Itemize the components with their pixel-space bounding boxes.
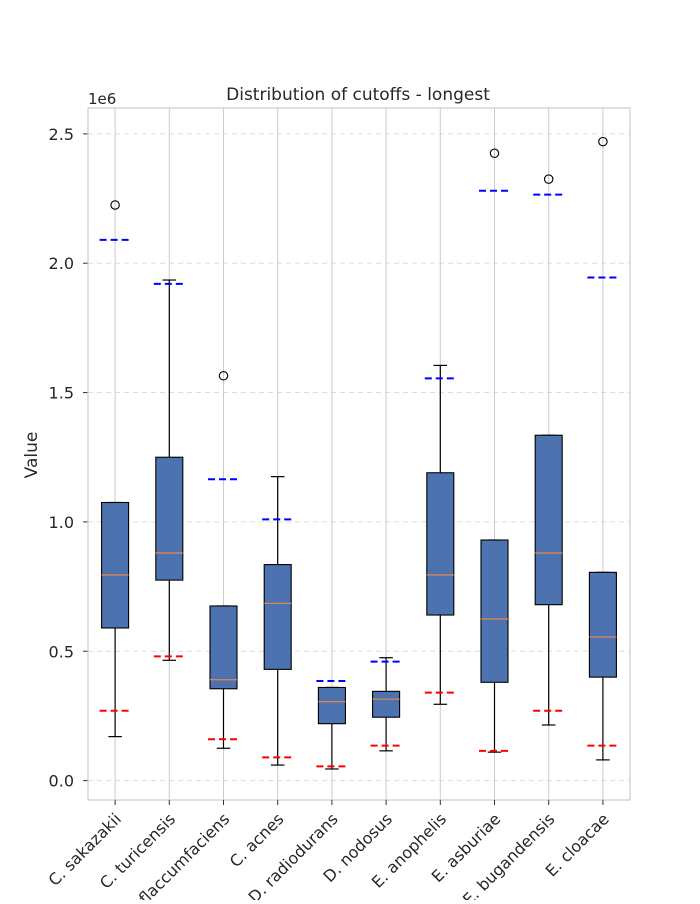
outlier-point: [218, 370, 229, 381]
outlier-point: [110, 200, 120, 210]
iqr-box: [209, 605, 238, 690]
iqr-box: [372, 690, 401, 718]
box-group: [208, 370, 239, 749]
box-group: [479, 148, 510, 753]
y-axis-multiplier: 1e6: [88, 90, 116, 108]
y-tick-label: 2.0: [49, 254, 74, 273]
box-group: [370, 657, 402, 752]
box-group: [424, 364, 456, 705]
box-group: [262, 476, 294, 766]
iqr-box: [101, 501, 130, 629]
box-group: [316, 680, 348, 770]
y-tick-label: 0.0: [49, 772, 74, 791]
box-group: [153, 279, 185, 661]
y-axis-label: Value: [22, 432, 42, 479]
outlier-point: [598, 136, 608, 147]
plot-frame: [87, 107, 631, 801]
y-tick-label: 1.0: [49, 513, 74, 532]
iqr-box: [155, 456, 184, 581]
x-tick-label: E. bugandensis: [459, 809, 559, 900]
chart-title: Distribution of cutoffs - longest: [226, 85, 490, 105]
outlier-point: [489, 148, 500, 159]
iqr-box: [588, 571, 617, 678]
outlier-point: [543, 174, 554, 184]
iqr-box: [534, 434, 563, 606]
box-group: [99, 200, 131, 738]
y-tick-label: 1.5: [49, 384, 74, 403]
iqr-box: [263, 564, 292, 670]
iqr-box: [317, 686, 346, 725]
box-group: [533, 174, 565, 726]
y-tick-label: 0.5: [49, 642, 74, 661]
iqr-box: [426, 472, 455, 616]
y-tick-label: 2.5: [49, 125, 74, 144]
box-group: [587, 136, 619, 761]
iqr-box: [480, 539, 509, 683]
